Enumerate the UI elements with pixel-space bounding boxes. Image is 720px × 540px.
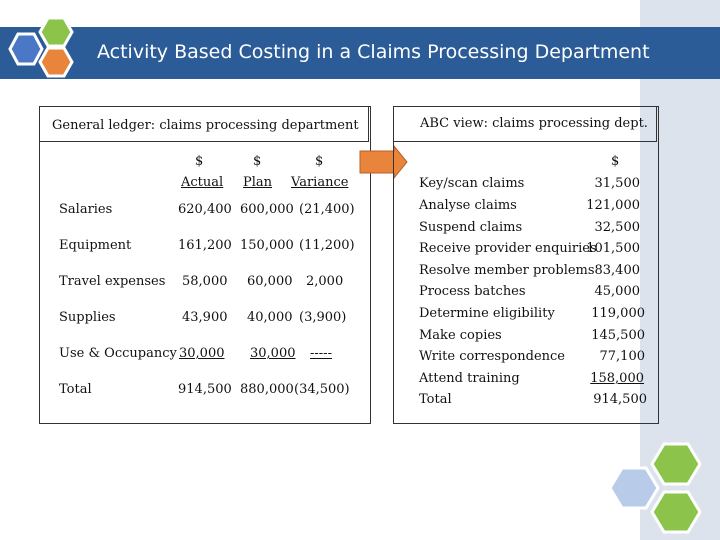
ledger-row-variance: (3,900) <box>299 310 347 325</box>
ledger-row-actual: 30,000 <box>179 346 225 361</box>
abc-row-value: 77,100 <box>599 349 646 364</box>
abc-currency: $ <box>611 154 620 169</box>
ledger-row-plan: 600,000 <box>240 202 294 217</box>
ledger-row-variance: (21,400) <box>299 202 355 217</box>
abc-row-value: 31,500 <box>594 176 641 191</box>
plan-column-header: Plan <box>243 175 273 190</box>
ledger-row-label: Equipment <box>59 238 132 253</box>
abc-row-label: Process batches <box>419 284 526 299</box>
hexagon-logo-icon <box>8 16 74 78</box>
abc-row-label: Total <box>419 392 452 407</box>
variance-column-header: Variance <box>291 175 349 190</box>
abc-row-value: 32,500 <box>594 220 641 235</box>
abc-row-label: Determine eligibility <box>419 306 555 321</box>
ledger-row-actual: 620,400 <box>178 202 232 217</box>
abc-row-value: 121,000 <box>586 198 640 213</box>
ledger-row-plan: 150,000 <box>240 238 294 253</box>
abc-row-value: 101,500 <box>586 241 640 256</box>
abc-row-label: Analyse claims <box>419 198 517 213</box>
ledger-row-plan: 60,000 <box>247 274 293 289</box>
actual-column-header: Actual <box>181 175 224 190</box>
ledger-row-label: Salaries <box>59 202 113 217</box>
ledger-row-variance: ----- <box>310 346 332 361</box>
page-title: Activity Based Costing in a Claims Proce… <box>97 41 650 63</box>
abc-row-value: 83,400 <box>594 263 641 278</box>
abc-row-label: Resolve member problems <box>419 263 595 278</box>
ledger-row-variance: (34,500) <box>294 382 350 397</box>
abc-view-header: ABC view: claims processing dept. <box>420 116 648 131</box>
right-arrow-icon <box>359 145 408 179</box>
general-ledger-header-box <box>39 106 369 142</box>
ledger-row-actual: 161,200 <box>178 238 232 253</box>
ledger-row-variance: (11,200) <box>299 238 355 253</box>
abc-row-label: Receive provider enquiries <box>419 241 597 256</box>
ledger-row-actual: 43,900 <box>182 310 228 325</box>
ledger-row-variance: 2,000 <box>306 274 344 289</box>
plan-currency: $ <box>253 154 262 169</box>
title-bar <box>0 27 720 79</box>
general-ledger-header: General ledger: claims processing depart… <box>52 118 359 133</box>
ledger-row-plan: 30,000 <box>250 346 296 361</box>
ledger-row-plan: 40,000 <box>247 310 293 325</box>
ledger-row-label: Use & Occupancy <box>59 346 177 361</box>
ledger-row-plan: 880,000 <box>240 382 294 397</box>
abc-row-label: Suspend claims <box>419 220 523 235</box>
abc-row-label: Attend training <box>419 371 520 386</box>
abc-view-header-box <box>393 106 657 142</box>
actual-currency: $ <box>195 154 204 169</box>
abc-row-value: 145,500 <box>591 328 645 343</box>
abc-row-value: 158,000 <box>590 371 644 386</box>
abc-row-value: 45,000 <box>594 284 641 299</box>
variance-currency: $ <box>315 154 324 169</box>
ledger-row-label: Travel expenses <box>59 274 166 289</box>
abc-row-value: 914,500 <box>593 392 647 407</box>
ledger-row-label: Supplies <box>59 310 116 325</box>
ledger-row-actual: 58,000 <box>182 274 228 289</box>
ledger-row-label: Total <box>59 382 92 397</box>
abc-row-label: Make copies <box>419 328 502 343</box>
abc-row-value: 119,000 <box>591 306 645 321</box>
abc-row-label: Key/scan claims <box>419 176 525 191</box>
decorative-hexagons-icon <box>608 442 702 534</box>
ledger-row-actual: 914,500 <box>178 382 232 397</box>
abc-row-label: Write correspondence <box>419 349 565 364</box>
